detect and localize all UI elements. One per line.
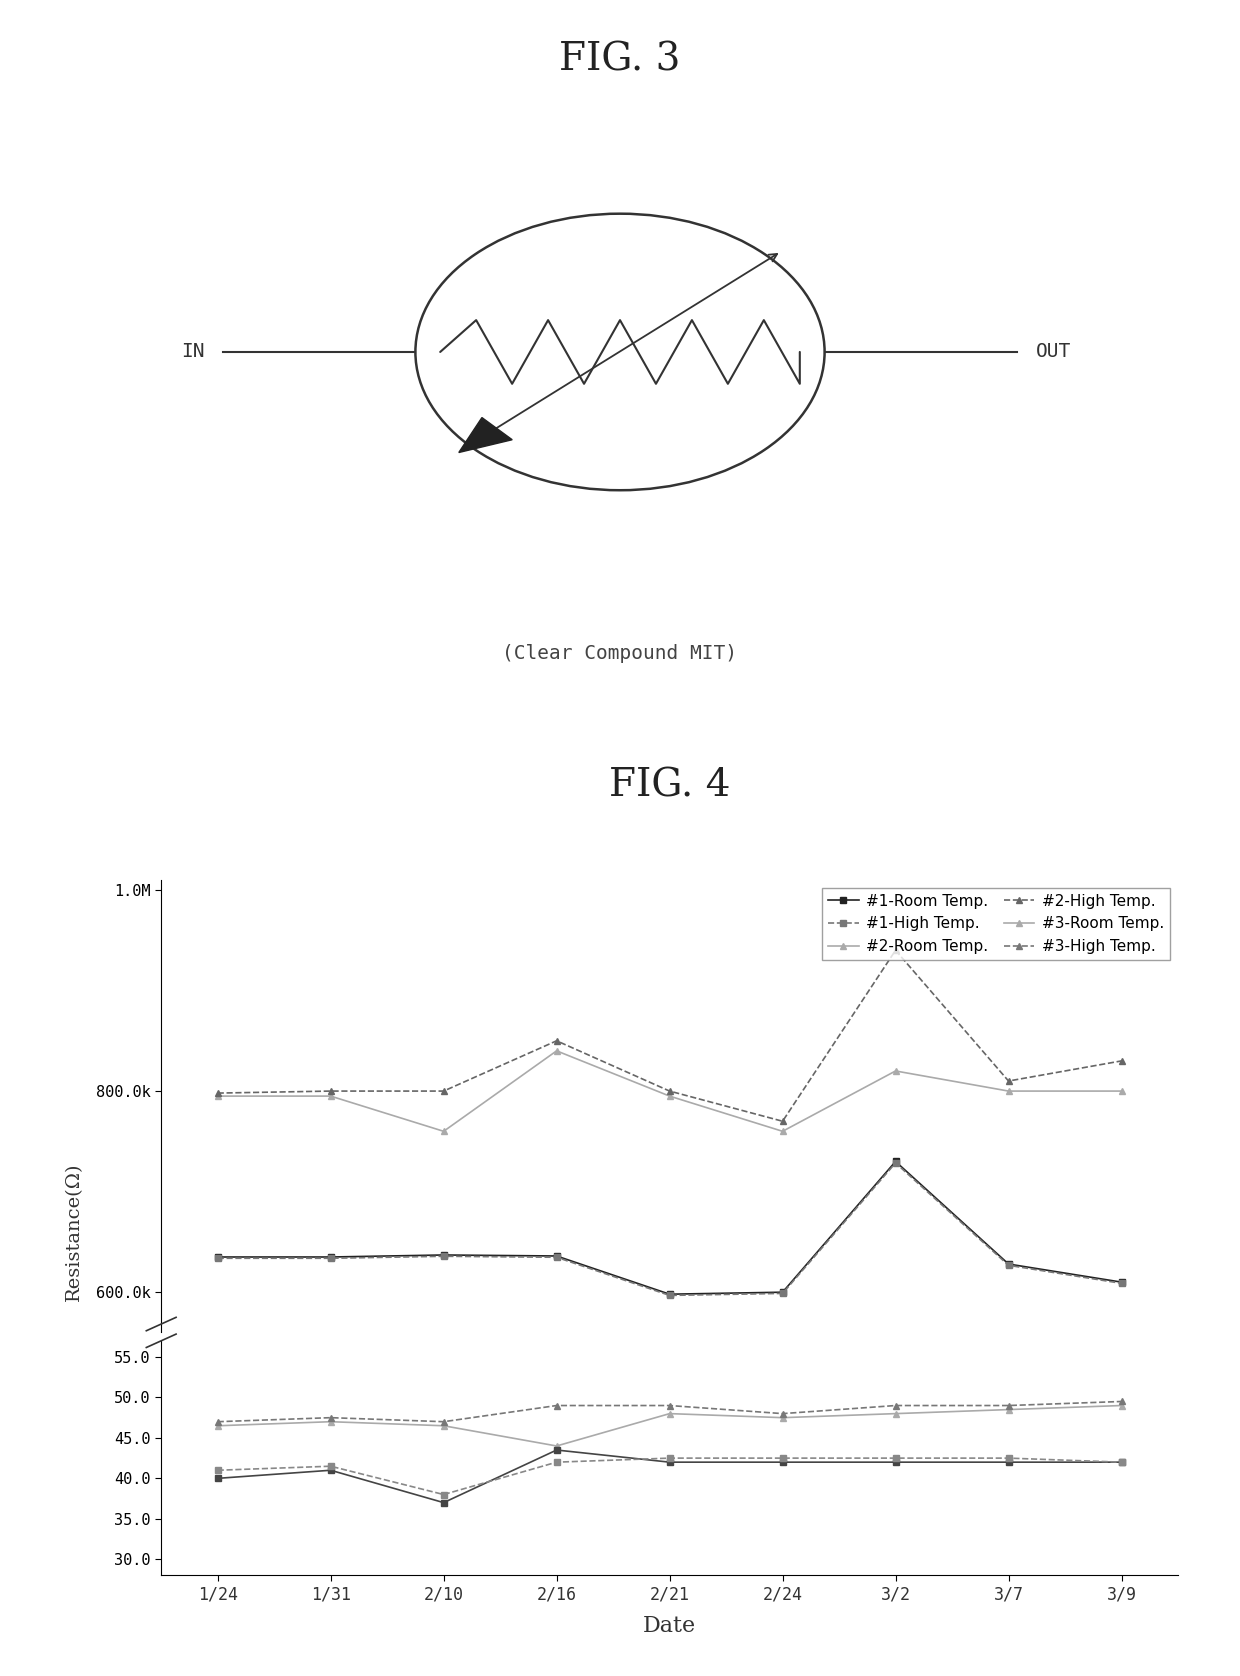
#1-High Temp. xyxy=(549,1247,564,1267)
#3-High Temp. xyxy=(211,1411,226,1431)
#3-High Temp. xyxy=(775,1403,790,1423)
#2-High Temp. xyxy=(324,1081,339,1101)
#2-Room Temp. xyxy=(888,1061,903,1081)
Line: #2-Room Temp.: #2-Room Temp. xyxy=(215,1048,1125,1135)
#4-High Temp. xyxy=(1114,1451,1128,1472)
Text: FIG. 3: FIG. 3 xyxy=(559,42,681,79)
#2-High Temp. xyxy=(888,940,903,960)
#3-High Temp. xyxy=(436,1411,451,1431)
#1-Room Temp. xyxy=(775,1282,790,1302)
Line: #3-High Temp.: #3-High Temp. xyxy=(215,1398,1125,1425)
#1-High Temp. xyxy=(888,1153,903,1173)
#3-Room Temp. xyxy=(775,1408,790,1428)
#4-Room Temp. xyxy=(1114,1451,1128,1472)
#2-High Temp. xyxy=(436,1081,451,1101)
#3-Room Temp. xyxy=(549,1436,564,1456)
#2-High Temp. xyxy=(549,1031,564,1051)
#3-Room Temp. xyxy=(1114,1396,1128,1416)
#3-Room Temp. xyxy=(888,1403,903,1423)
#3-High Temp. xyxy=(662,1396,677,1416)
#4-Room Temp. xyxy=(888,1451,903,1472)
#3-Room Temp. xyxy=(211,1416,226,1436)
Text: Resistance(Ω): Resistance(Ω) xyxy=(66,1163,83,1301)
#4-Room Temp. xyxy=(436,1493,451,1513)
#1-Room Temp. xyxy=(324,1247,339,1267)
#2-Room Temp. xyxy=(211,1086,226,1106)
Polygon shape xyxy=(459,417,512,453)
#4-Room Temp. xyxy=(662,1451,677,1472)
#1-Room Temp. xyxy=(662,1284,677,1304)
#2-Room Temp. xyxy=(549,1041,564,1061)
#3-High Temp. xyxy=(549,1396,564,1416)
#1-Room Temp. xyxy=(211,1247,226,1267)
#4-Room Temp. xyxy=(775,1451,790,1472)
#1-Room Temp. xyxy=(436,1245,451,1265)
#2-High Temp. xyxy=(662,1081,677,1101)
Line: #1-Room Temp.: #1-Room Temp. xyxy=(215,1158,1125,1297)
Line: #1-High Temp.: #1-High Temp. xyxy=(215,1160,1125,1299)
#4-Room Temp. xyxy=(1001,1451,1016,1472)
#2-Room Temp. xyxy=(1114,1081,1128,1101)
#3-High Temp. xyxy=(888,1396,903,1416)
Text: IN: IN xyxy=(181,342,205,362)
#1-High Temp. xyxy=(1001,1255,1016,1275)
Line: #4-High Temp.: #4-High Temp. xyxy=(215,1455,1125,1498)
#4-High Temp. xyxy=(888,1448,903,1468)
#4-Room Temp. xyxy=(324,1460,339,1480)
#1-High Temp. xyxy=(775,1284,790,1304)
#1-High Temp. xyxy=(324,1249,339,1269)
Legend: #1-Room Temp., #1-High Temp., #2-Room Temp., #2-High Temp., #3-Room Temp., #3-Hi: #1-Room Temp., #1-High Temp., #2-Room Te… xyxy=(822,888,1171,960)
#1-High Temp. xyxy=(1114,1274,1128,1294)
#4-High Temp. xyxy=(211,1460,226,1480)
Text: (Clear Compound MIT): (Clear Compound MIT) xyxy=(502,644,738,664)
#3-Room Temp. xyxy=(1001,1399,1016,1420)
#4-High Temp. xyxy=(549,1451,564,1472)
#2-Room Temp. xyxy=(436,1121,451,1141)
#2-Room Temp. xyxy=(775,1121,790,1141)
#1-High Temp. xyxy=(662,1285,677,1306)
#1-Room Temp. xyxy=(1001,1254,1016,1274)
#3-Room Temp. xyxy=(662,1403,677,1423)
#1-High Temp. xyxy=(211,1249,226,1269)
Line: #2-High Temp.: #2-High Temp. xyxy=(215,947,1125,1125)
#1-Room Temp. xyxy=(1114,1272,1128,1292)
#2-Room Temp. xyxy=(324,1086,339,1106)
#2-Room Temp. xyxy=(662,1086,677,1106)
#4-Room Temp. xyxy=(211,1468,226,1488)
#2-High Temp. xyxy=(1114,1051,1128,1071)
#4-Room Temp. xyxy=(549,1440,564,1460)
#4-High Temp. xyxy=(324,1456,339,1477)
#4-High Temp. xyxy=(436,1485,451,1505)
Title: FIG. 4: FIG. 4 xyxy=(609,768,730,804)
#3-Room Temp. xyxy=(436,1416,451,1436)
#3-High Temp. xyxy=(1114,1391,1128,1411)
#3-High Temp. xyxy=(324,1408,339,1428)
#4-High Temp. xyxy=(1001,1448,1016,1468)
#1-High Temp. xyxy=(436,1247,451,1267)
#2-High Temp. xyxy=(775,1111,790,1131)
#3-Room Temp. xyxy=(324,1411,339,1431)
#4-High Temp. xyxy=(775,1448,790,1468)
Line: #4-Room Temp.: #4-Room Temp. xyxy=(215,1446,1125,1507)
#3-High Temp. xyxy=(1001,1396,1016,1416)
#2-High Temp. xyxy=(211,1083,226,1103)
#4-High Temp. xyxy=(662,1448,677,1468)
#1-Room Temp. xyxy=(888,1151,903,1172)
Line: #3-Room Temp.: #3-Room Temp. xyxy=(215,1403,1125,1450)
#1-Room Temp. xyxy=(549,1245,564,1265)
Text: OUT: OUT xyxy=(1035,342,1070,362)
X-axis label: Date: Date xyxy=(644,1616,696,1637)
#2-Room Temp. xyxy=(1001,1081,1016,1101)
#2-High Temp. xyxy=(1001,1071,1016,1091)
